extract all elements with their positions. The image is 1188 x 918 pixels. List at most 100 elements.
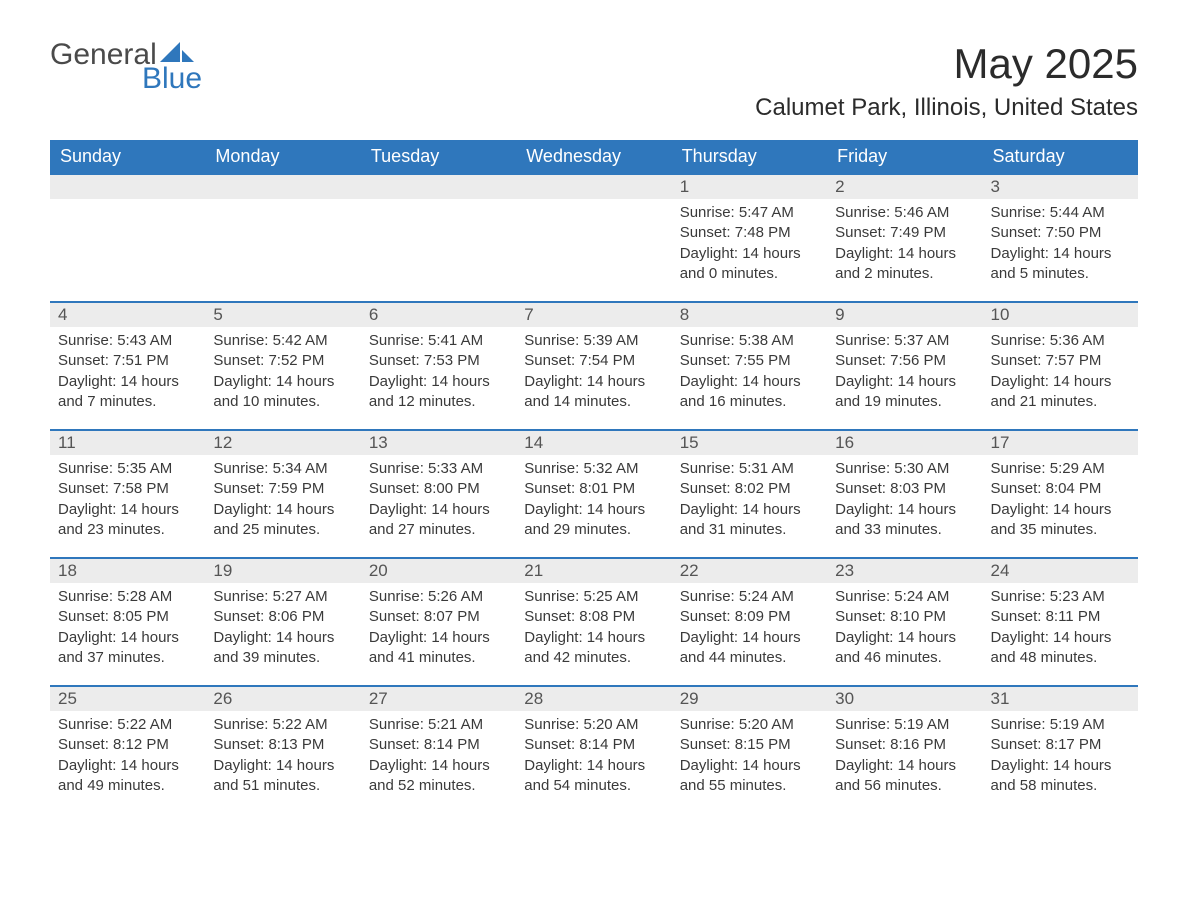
day-body: Sunrise: 5:21 AMSunset: 8:14 PMDaylight:… xyxy=(361,711,516,806)
sunrise-text: Sunrise: 5:33 AM xyxy=(369,459,508,479)
day-number: 13 xyxy=(369,433,388,452)
calendar-cell: 28Sunrise: 5:20 AMSunset: 8:14 PMDayligh… xyxy=(516,685,671,813)
sunrise-text: Sunrise: 5:47 AM xyxy=(680,203,819,223)
day-number: 24 xyxy=(991,561,1010,580)
calendar-cell: 13Sunrise: 5:33 AMSunset: 8:00 PMDayligh… xyxy=(361,429,516,557)
title-block: May 2025 Calumet Park, Illinois, United … xyxy=(755,40,1138,122)
day-number: 6 xyxy=(369,305,378,324)
day-number: 26 xyxy=(213,689,232,708)
day-body: Sunrise: 5:27 AMSunset: 8:06 PMDaylight:… xyxy=(205,583,360,678)
daylight-text: Daylight: 14 hours and 0 minutes. xyxy=(680,244,819,285)
daylight-text: Daylight: 14 hours and 33 minutes. xyxy=(835,500,974,541)
sunset-text: Sunset: 8:08 PM xyxy=(524,607,663,627)
sunset-text: Sunset: 8:02 PM xyxy=(680,479,819,499)
sunset-text: Sunset: 8:13 PM xyxy=(213,735,352,755)
sunrise-text: Sunrise: 5:25 AM xyxy=(524,587,663,607)
sunset-text: Sunset: 7:51 PM xyxy=(58,351,197,371)
day-number-bar xyxy=(50,173,205,199)
day-number-bar: 13 xyxy=(361,429,516,455)
day-body: Sunrise: 5:38 AMSunset: 7:55 PMDaylight:… xyxy=(672,327,827,422)
sunrise-text: Sunrise: 5:24 AM xyxy=(835,587,974,607)
day-body: Sunrise: 5:41 AMSunset: 7:53 PMDaylight:… xyxy=(361,327,516,422)
day-number-bar: 14 xyxy=(516,429,671,455)
sunrise-text: Sunrise: 5:43 AM xyxy=(58,331,197,351)
sunrise-text: Sunrise: 5:44 AM xyxy=(991,203,1130,223)
day-number-bar: 17 xyxy=(983,429,1138,455)
day-number-bar: 20 xyxy=(361,557,516,583)
day-number-bar: 21 xyxy=(516,557,671,583)
sunset-text: Sunset: 8:10 PM xyxy=(835,607,974,627)
calendar-cell: 31Sunrise: 5:19 AMSunset: 8:17 PMDayligh… xyxy=(983,685,1138,813)
sunset-text: Sunset: 7:58 PM xyxy=(58,479,197,499)
day-body: Sunrise: 5:25 AMSunset: 8:08 PMDaylight:… xyxy=(516,583,671,678)
sunset-text: Sunset: 8:05 PM xyxy=(58,607,197,627)
calendar-cell: 19 Sunrise: 5:27 AMSunset: 8:06 PMDayligh… xyxy=(205,557,360,685)
day-number: 29 xyxy=(680,689,699,708)
day-body: Sunrise: 5:20 AMSunset: 8:15 PMDaylight:… xyxy=(672,711,827,806)
sunset-text: Sunset: 7:53 PM xyxy=(369,351,508,371)
calendar-cell: 9Sunrise: 5:37 AMSunset: 7:56 PMDaylight… xyxy=(827,301,982,429)
day-body: Sunrise: 5:24 AMSunset: 8:10 PMDaylight:… xyxy=(827,583,982,678)
daylight-text: Daylight: 14 hours and 27 minutes. xyxy=(369,500,508,541)
daylight-text: Daylight: 14 hours and 10 minutes. xyxy=(213,372,352,413)
day-number-bar: 16 xyxy=(827,429,982,455)
day-body: Sunrise: 5:29 AMSunset: 8:04 PMDaylight:… xyxy=(983,455,1138,550)
brand-word1: General xyxy=(50,40,157,70)
day-body: Sunrise: 5:28 AMSunset: 8:05 PMDaylight:… xyxy=(50,583,205,678)
daylight-text: Daylight: 14 hours and 23 minutes. xyxy=(58,500,197,541)
day-number: 22 xyxy=(680,561,699,580)
daylight-text: Daylight: 14 hours and 2 minutes. xyxy=(835,244,974,285)
day-number-bar: 9 xyxy=(827,301,982,327)
sunset-text: Sunset: 8:04 PM xyxy=(991,479,1130,499)
day-number-bar: 26 xyxy=(205,685,360,711)
sunset-text: Sunset: 8:15 PM xyxy=(680,735,819,755)
calendar-week: 1Sunrise: 5:47 AMSunset: 7:48 PMDaylight… xyxy=(50,173,1138,301)
calendar-cell: 12Sunrise: 5:34 AMSunset: 7:59 PMDayligh… xyxy=(205,429,360,557)
day-body: Sunrise: 5:36 AMSunset: 7:57 PMDaylight:… xyxy=(983,327,1138,422)
sunrise-text: Sunrise: 5:30 AM xyxy=(835,459,974,479)
day-body xyxy=(516,199,671,279)
day-body xyxy=(361,199,516,279)
sunrise-text: Sunrise: 5:46 AM xyxy=(835,203,974,223)
calendar-cell: 8Sunrise: 5:38 AMSunset: 7:55 PMDaylight… xyxy=(672,301,827,429)
daylight-text: Daylight: 14 hours and 49 minutes. xyxy=(58,756,197,797)
sunrise-text: Sunrise: 5:42 AM xyxy=(213,331,352,351)
sunset-text: Sunset: 8:09 PM xyxy=(680,607,819,627)
sunrise-text: Sunrise: 5:20 AM xyxy=(524,715,663,735)
day-body: Sunrise: 5:39 AMSunset: 7:54 PMDaylight:… xyxy=(516,327,671,422)
calendar-cell: 23Sunrise: 5:24 AMSunset: 8:10 PMDayligh… xyxy=(827,557,982,685)
calendar-cell xyxy=(205,173,360,301)
daylight-text: Daylight: 14 hours and 54 minutes. xyxy=(524,756,663,797)
sunrise-text: Sunrise: 5:36 AM xyxy=(991,331,1130,351)
calendar-cell: 4Sunrise: 5:43 AMSunset: 7:51 PMDaylight… xyxy=(50,301,205,429)
day-number-bar: 23 xyxy=(827,557,982,583)
day-number: 16 xyxy=(835,433,854,452)
sunset-text: Sunset: 7:59 PM xyxy=(213,479,352,499)
calendar-table: SundayMondayTuesdayWednesdayThursdayFrid… xyxy=(50,140,1138,813)
day-number-bar: 6 xyxy=(361,301,516,327)
day-number-bar: 8 xyxy=(672,301,827,327)
day-body: Sunrise: 5:37 AMSunset: 7:56 PMDaylight:… xyxy=(827,327,982,422)
day-body: Sunrise: 5:22 AMSunset: 8:12 PMDaylight:… xyxy=(50,711,205,806)
day-body: Sunrise: 5:19 AMSunset: 8:17 PMDaylight:… xyxy=(983,711,1138,806)
location-text: Calumet Park, Illinois, United States xyxy=(755,94,1138,122)
day-body: Sunrise: 5:30 AMSunset: 8:03 PMDaylight:… xyxy=(827,455,982,550)
calendar-cell: 22Sunrise: 5:24 AMSunset: 8:09 PMDayligh… xyxy=(672,557,827,685)
calendar-cell: 7Sunrise: 5:39 AMSunset: 7:54 PMDaylight… xyxy=(516,301,671,429)
brand-word2: Blue xyxy=(142,64,202,94)
day-body: Sunrise: 5:35 AMSunset: 7:58 PMDaylight:… xyxy=(50,455,205,550)
day-number: 5 xyxy=(213,305,222,324)
calendar-cell: 16 Sunrise: 5:30 AMSunset: 8:03 PMDayligh… xyxy=(827,429,982,557)
daylight-text: Daylight: 14 hours and 21 minutes. xyxy=(991,372,1130,413)
calendar-cell: 5Sunrise: 5:42 AMSunset: 7:52 PMDaylight… xyxy=(205,301,360,429)
day-body xyxy=(50,199,205,279)
sunset-text: Sunset: 7:55 PM xyxy=(680,351,819,371)
day-number-bar: 15 xyxy=(672,429,827,455)
day-number: 21 xyxy=(524,561,543,580)
daylight-text: Daylight: 14 hours and 7 minutes. xyxy=(58,372,197,413)
sunrise-text: Sunrise: 5:20 AM xyxy=(680,715,819,735)
calendar-week: 4Sunrise: 5:43 AMSunset: 7:51 PMDaylight… xyxy=(50,301,1138,429)
daylight-text: Daylight: 14 hours and 44 minutes. xyxy=(680,628,819,669)
daylight-text: Daylight: 14 hours and 35 minutes. xyxy=(991,500,1130,541)
day-number: 19 xyxy=(213,561,232,580)
